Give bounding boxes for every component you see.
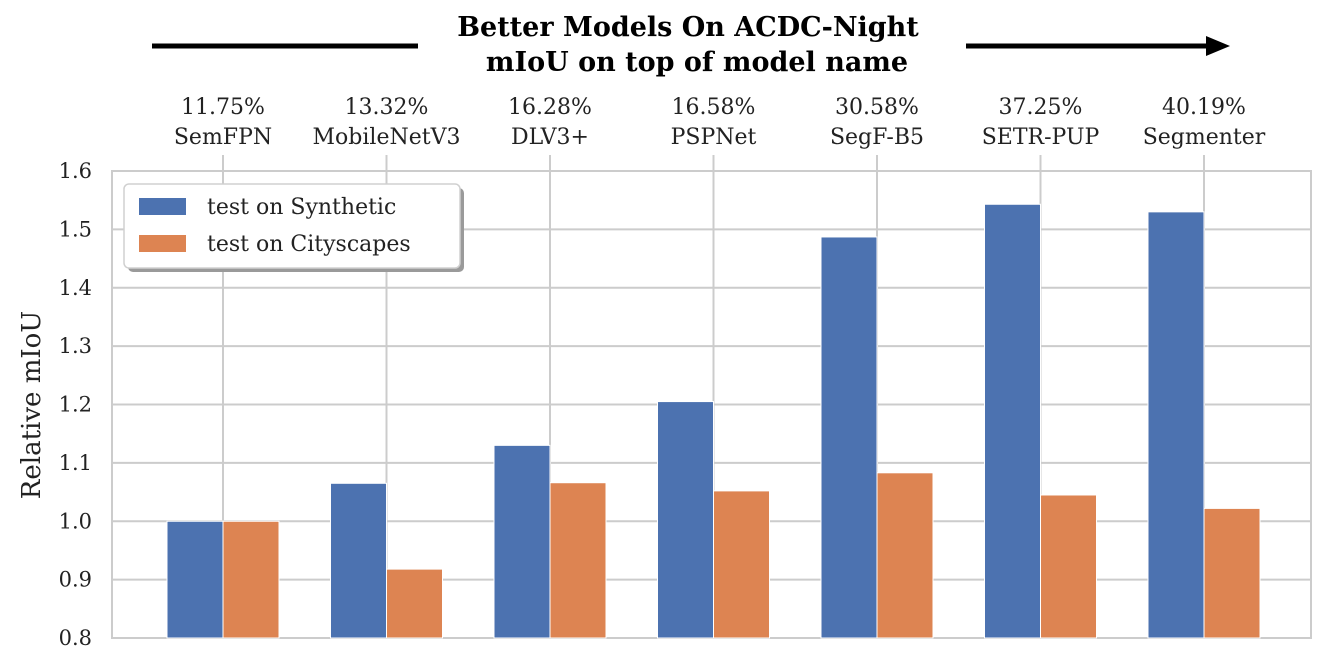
legend-swatch-cityscapes bbox=[139, 235, 186, 252]
bar-cityscapes bbox=[1040, 494, 1097, 639]
bars bbox=[166, 203, 1261, 639]
bar-cityscapes bbox=[876, 472, 934, 639]
chart-subtitle: mIoU on top of model name bbox=[486, 47, 908, 78]
arrow-head-icon bbox=[1206, 36, 1230, 56]
category-name-label: MobileNetV3 bbox=[313, 125, 461, 150]
legend-label-cityscapes: test on Cityscapes bbox=[207, 232, 411, 257]
y-tick-label: 1.0 bbox=[59, 509, 92, 533]
bar-synthetic bbox=[657, 401, 714, 639]
category-name-label: Segmenter bbox=[1143, 125, 1266, 150]
category-miou-label: 30.58% bbox=[835, 95, 919, 120]
category-name-label: SegF-B5 bbox=[830, 125, 924, 150]
y-tick-label: 0.9 bbox=[59, 568, 92, 592]
y-tick-labels: 0.8 0.9 1.0 1.1 1.2 1.3 1.4 1.5 1.6 bbox=[59, 159, 92, 650]
bar-synthetic bbox=[820, 236, 878, 639]
category-miou-label: 16.28% bbox=[508, 95, 592, 120]
bar-synthetic bbox=[984, 203, 1041, 639]
category-labels: 11.75% SemFPN 13.32% MobileNetV3 16.28% DLV3+… bbox=[174, 95, 1266, 150]
bar-synthetic bbox=[330, 482, 387, 639]
bar-cityscapes bbox=[386, 568, 443, 639]
category-miou-label: 16.58% bbox=[672, 95, 756, 120]
bar-synthetic bbox=[493, 444, 551, 639]
category-miou-label: 13.32% bbox=[345, 95, 429, 120]
bar-cityscapes bbox=[222, 520, 280, 639]
legend-swatch-synthetic bbox=[139, 198, 186, 215]
y-tick-label: 1.1 bbox=[59, 451, 92, 475]
legend-box bbox=[123, 183, 461, 269]
category-name-label: SETR-PUP bbox=[982, 125, 1100, 150]
y-tick-label: 1.4 bbox=[59, 276, 92, 300]
y-tick-label: 1.3 bbox=[59, 334, 92, 358]
y-tick-label: 0.8 bbox=[59, 626, 92, 650]
category-miou-label: 11.75% bbox=[181, 95, 265, 120]
bar-synthetic bbox=[166, 520, 224, 639]
bar-cityscapes bbox=[713, 490, 770, 639]
legend: test on Synthetic test on Cityscapes bbox=[123, 183, 464, 272]
y-tick-label: 1.6 bbox=[59, 159, 92, 183]
y-tick-label: 1.2 bbox=[59, 393, 92, 417]
bar-cityscapes bbox=[1203, 507, 1261, 639]
category-name-label: PSPNet bbox=[671, 125, 757, 150]
category-name-label: DLV3+ bbox=[511, 125, 589, 150]
category-name-label: SemFPN bbox=[174, 125, 272, 150]
legend-label-synthetic: test on Synthetic bbox=[207, 195, 396, 220]
chart-title: Better Models On ACDC-Night bbox=[457, 12, 919, 43]
bar-cityscapes bbox=[549, 482, 607, 639]
y-tick-label: 1.5 bbox=[59, 217, 92, 241]
category-miou-label: 37.25% bbox=[999, 95, 1083, 120]
y-axis-label: Relative mIoU bbox=[17, 311, 47, 499]
bar-synthetic bbox=[1147, 211, 1205, 639]
category-miou-label: 40.19% bbox=[1162, 95, 1246, 120]
